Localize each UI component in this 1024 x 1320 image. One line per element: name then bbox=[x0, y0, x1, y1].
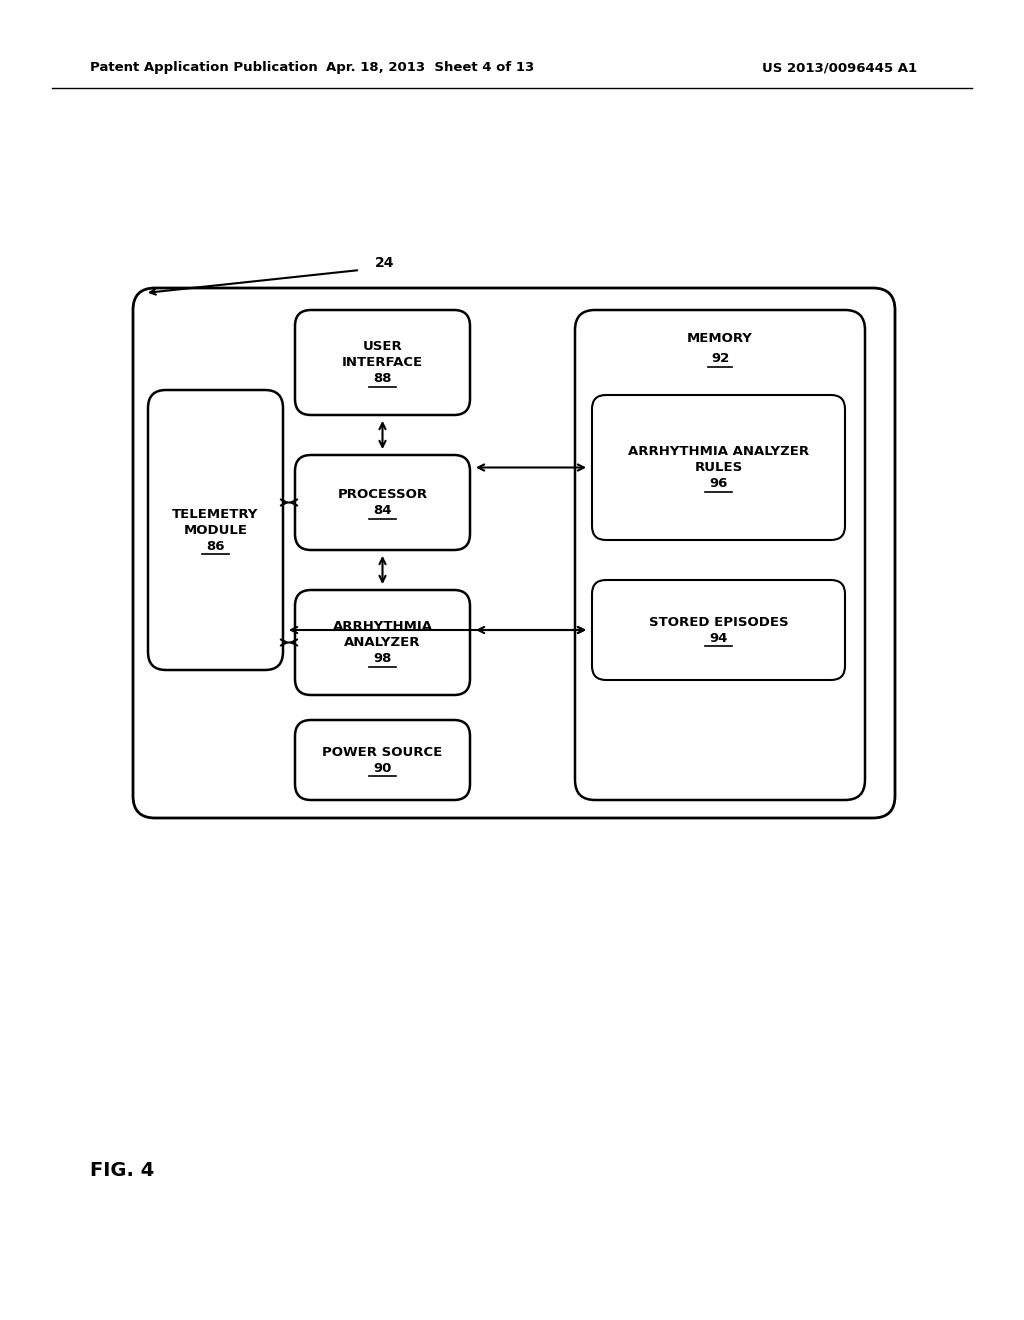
FancyBboxPatch shape bbox=[592, 395, 845, 540]
Text: 84: 84 bbox=[374, 504, 392, 517]
Text: ANALYZER: ANALYZER bbox=[344, 636, 421, 649]
Text: MODULE: MODULE bbox=[183, 524, 248, 536]
Text: USER: USER bbox=[362, 341, 402, 352]
FancyBboxPatch shape bbox=[295, 455, 470, 550]
FancyBboxPatch shape bbox=[148, 389, 283, 671]
Text: 88: 88 bbox=[374, 372, 392, 385]
Text: 24: 24 bbox=[375, 256, 394, 271]
Text: US 2013/0096445 A1: US 2013/0096445 A1 bbox=[763, 62, 918, 74]
Text: STORED EPISODES: STORED EPISODES bbox=[648, 615, 788, 628]
Text: 92: 92 bbox=[711, 351, 729, 364]
Text: FIG. 4: FIG. 4 bbox=[90, 1160, 155, 1180]
Text: RULES: RULES bbox=[694, 461, 742, 474]
Text: 96: 96 bbox=[710, 477, 728, 490]
Text: TELEMETRY: TELEMETRY bbox=[172, 507, 259, 520]
Text: 90: 90 bbox=[374, 762, 392, 775]
FancyBboxPatch shape bbox=[295, 590, 470, 696]
FancyBboxPatch shape bbox=[575, 310, 865, 800]
FancyBboxPatch shape bbox=[133, 288, 895, 818]
Text: 98: 98 bbox=[374, 652, 392, 665]
Text: POWER SOURCE: POWER SOURCE bbox=[323, 746, 442, 759]
FancyBboxPatch shape bbox=[295, 310, 470, 414]
Text: INTERFACE: INTERFACE bbox=[342, 356, 423, 370]
Text: 86: 86 bbox=[206, 540, 224, 553]
Text: 94: 94 bbox=[710, 631, 728, 644]
Text: ARRHYTHMIA ANALYZER: ARRHYTHMIA ANALYZER bbox=[628, 445, 809, 458]
Text: PROCESSOR: PROCESSOR bbox=[338, 488, 428, 502]
Text: MEMORY: MEMORY bbox=[687, 331, 753, 345]
Text: Patent Application Publication: Patent Application Publication bbox=[90, 62, 317, 74]
FancyBboxPatch shape bbox=[295, 719, 470, 800]
Text: Apr. 18, 2013  Sheet 4 of 13: Apr. 18, 2013 Sheet 4 of 13 bbox=[326, 62, 535, 74]
FancyBboxPatch shape bbox=[592, 579, 845, 680]
Text: ARRHYTHMIA: ARRHYTHMIA bbox=[333, 620, 432, 634]
